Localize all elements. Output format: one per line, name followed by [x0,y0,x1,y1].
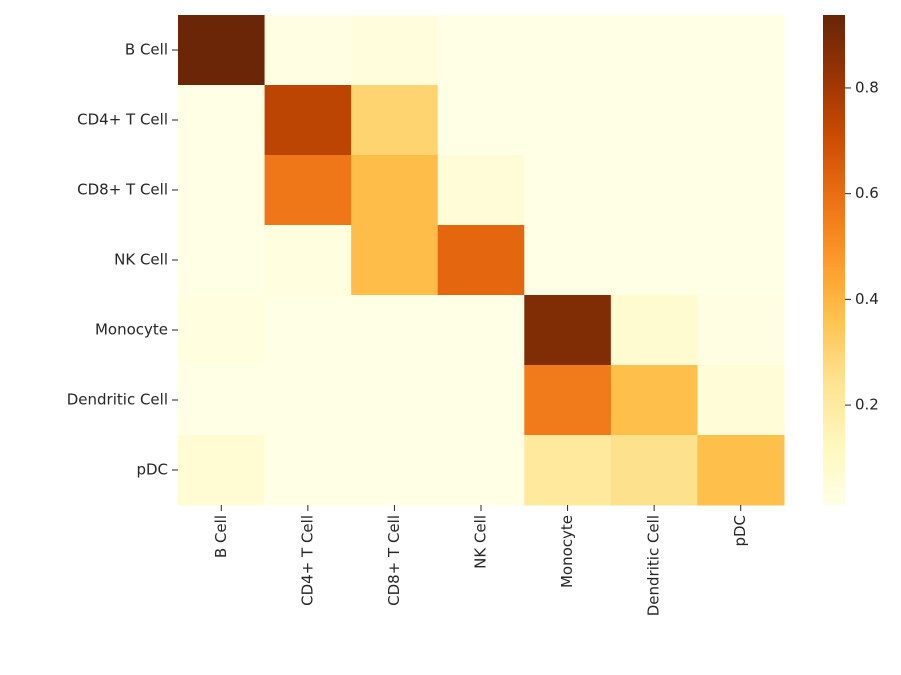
heatmap-cell [697,85,785,156]
heatmap-cell [610,225,698,296]
heatmap-cell [610,365,698,436]
heatmap-cell [610,435,698,506]
heatmap-cell [610,85,698,156]
heatmap-cell [351,435,439,506]
x-tick-label: Dendritic Cell [645,515,663,616]
heatmap-cell [524,15,612,86]
heatmap-cell [697,15,785,86]
heatmap-cell [178,435,266,506]
heatmap-cell [264,155,352,226]
heatmap-cell [264,225,352,296]
x-tick-label: NK Cell [472,515,490,569]
heatmap-cell [264,435,352,506]
heatmap-cell [437,225,525,296]
heatmap-cell [178,15,266,86]
heatmap-cell [697,225,785,296]
colorbar-tick-label: 0.2 [855,396,879,414]
heatmap-cell [178,225,266,296]
heatmap-cell [437,295,525,366]
heatmap-cell [524,295,612,366]
colorbar-tick-label: 0.4 [855,290,879,308]
y-tick-label: Monocyte [95,321,168,339]
x-tick-label: pDC [731,515,749,547]
heatmap-cell [437,15,525,86]
y-tick-label: CD4+ T Cell [77,111,168,129]
heatmap-cell [178,155,266,226]
heatmap-cell [610,155,698,226]
y-tick-label: Dendritic Cell [67,391,168,409]
heatmap-cell [351,225,439,296]
heatmap-cell [524,435,612,506]
heatmap-cell [524,225,612,296]
colorbar-tick-label: 0.6 [855,184,879,202]
colorbar [823,15,845,505]
x-tick-label: Monocyte [558,515,576,588]
heatmap-cell [178,295,266,366]
heatmap-cell [264,85,352,156]
heatmap-cell [178,85,266,156]
x-tick-label: B Cell [212,515,230,558]
heatmap-cell [610,15,698,86]
heatmap-cell [351,365,439,436]
heatmap-cell [524,155,612,226]
y-tick-label: pDC [136,461,168,479]
heatmap-cell [351,295,439,366]
heatmap-cell [178,365,266,436]
heatmap-cell [437,435,525,506]
heatmap-cell [264,15,352,86]
y-tick-label: NK Cell [114,251,168,269]
heatmap-cell [437,85,525,156]
heatmap-cell [437,155,525,226]
heatmap-cell [264,365,352,436]
heatmap-cell [351,155,439,226]
heatmap-cell [351,85,439,156]
heatmap-cell [351,15,439,86]
heatmap-cell [697,435,785,506]
colorbar-tick-label: 0.8 [855,78,879,96]
heatmap-cell [697,155,785,226]
y-tick-label: CD8+ T Cell [77,181,168,199]
heatmap-cell [524,85,612,156]
heatmap-cell [610,295,698,366]
heatmap-cell [697,365,785,436]
heatmap-cell [697,295,785,366]
x-tick-label: CD4+ T Cell [298,515,316,606]
heatmap-cell [524,365,612,436]
x-tick-label: CD8+ T Cell [385,515,403,606]
heatmap-cell [264,295,352,366]
y-tick-label: B Cell [125,41,168,59]
heatmap-cell [437,365,525,436]
